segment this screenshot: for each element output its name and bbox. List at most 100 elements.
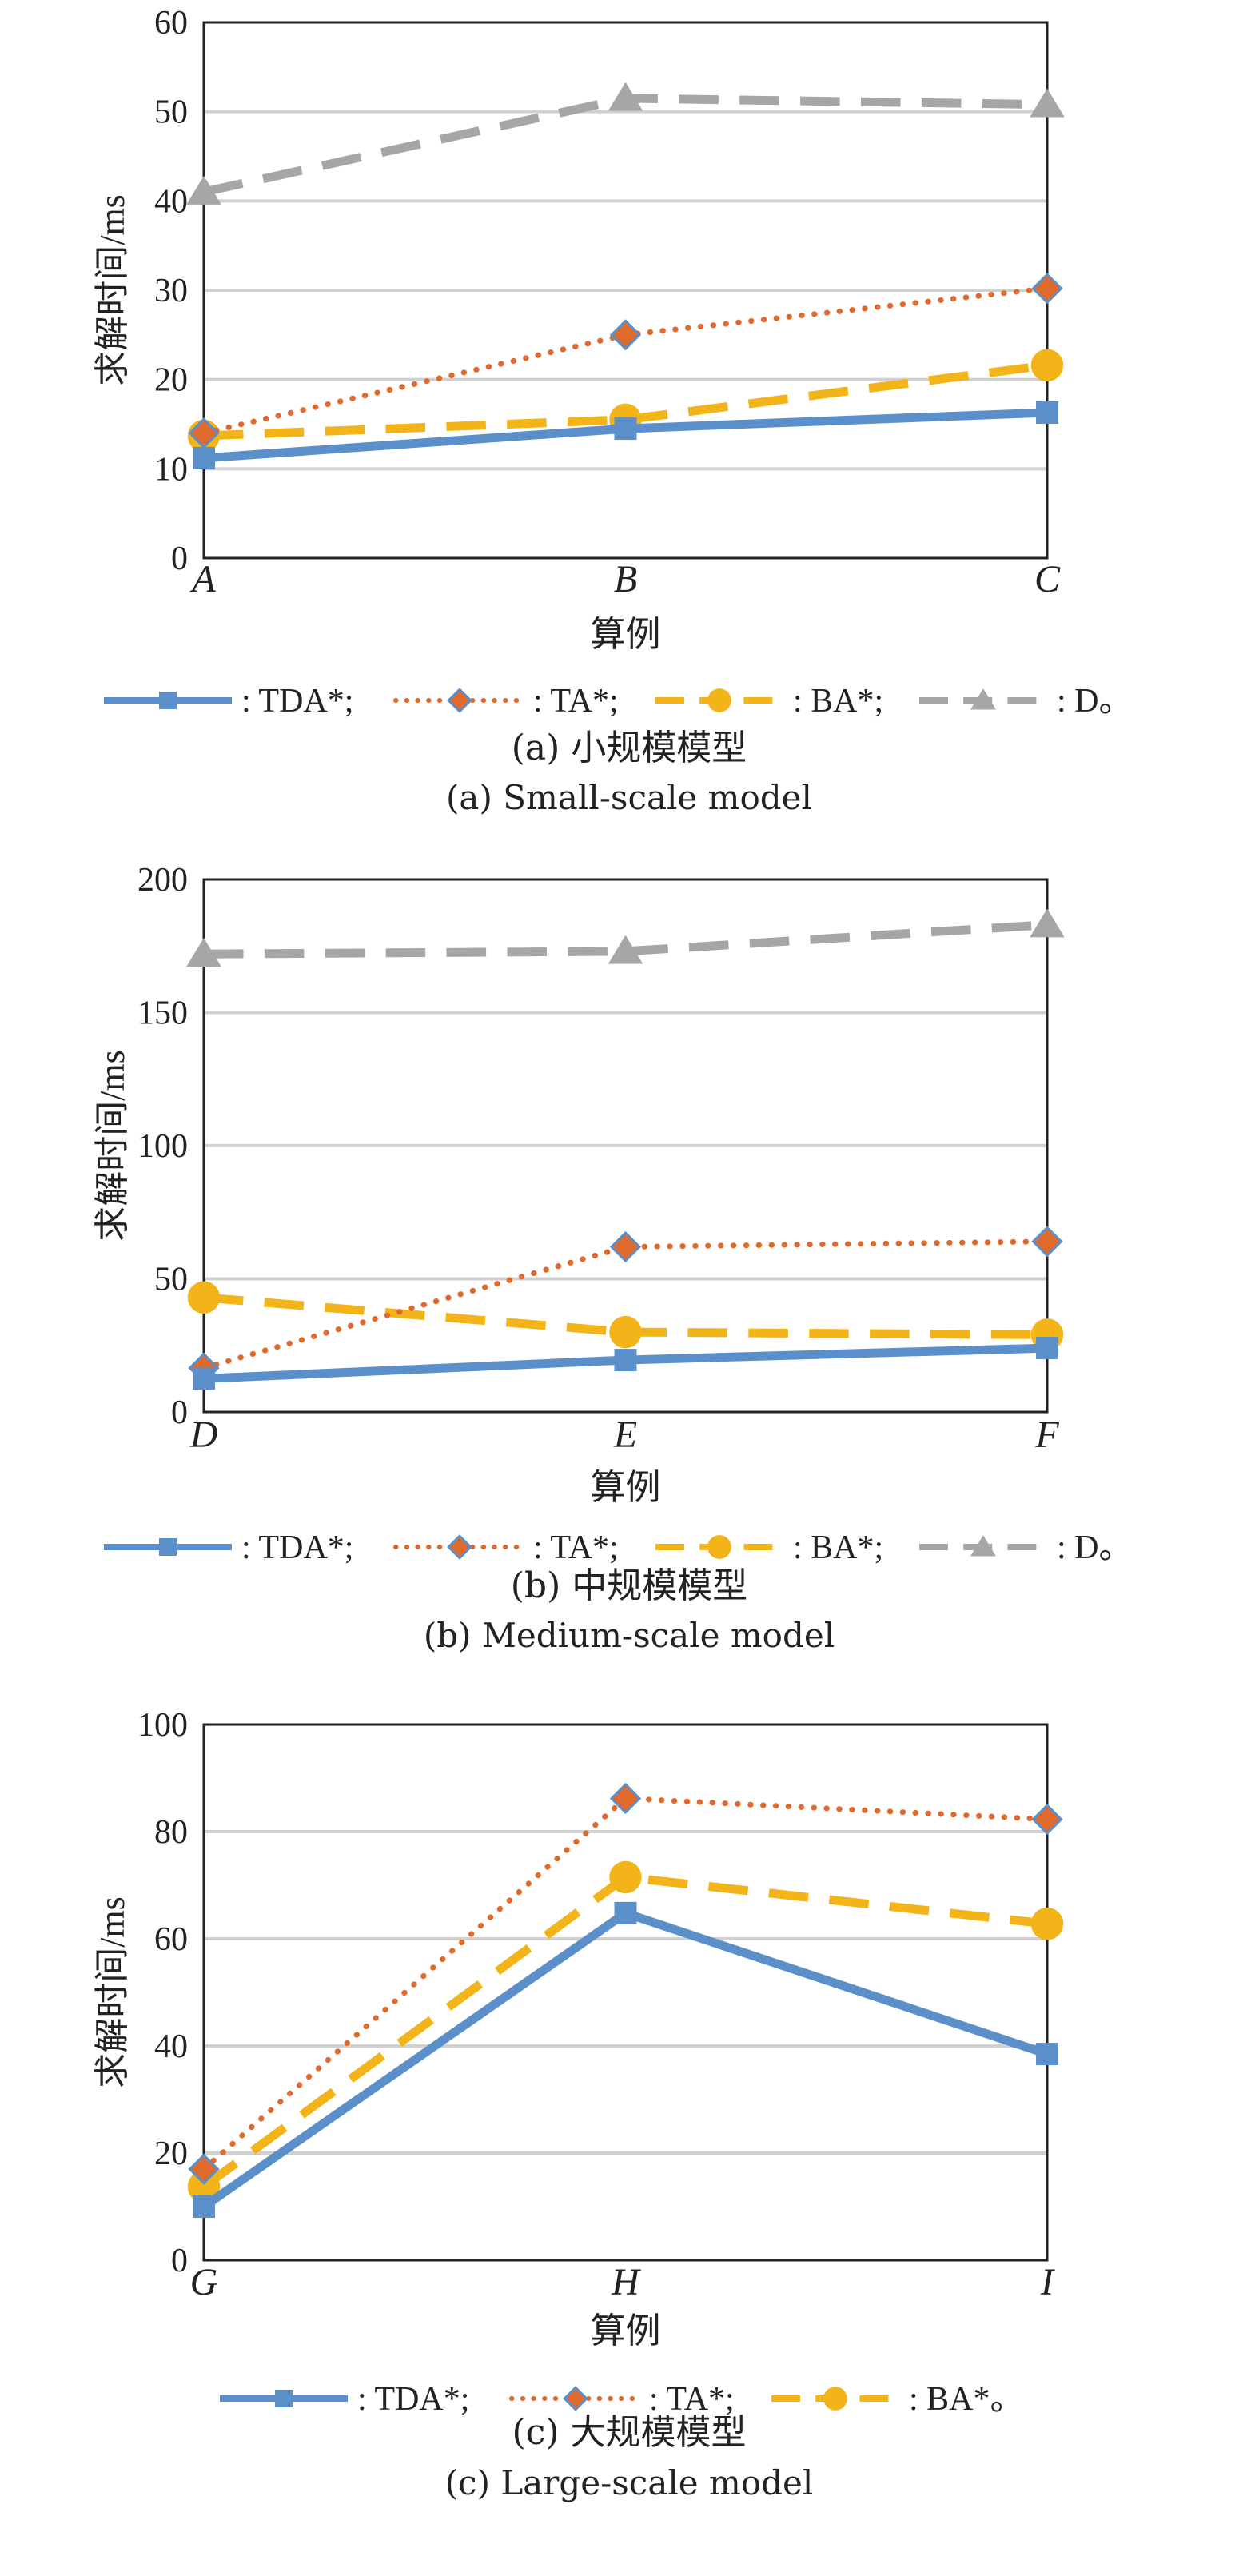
y-tick-label: 0 xyxy=(171,1394,188,1431)
x-tick-label: A xyxy=(189,558,216,600)
y-tick-label: 30 xyxy=(154,273,188,309)
data-point xyxy=(609,1315,642,1349)
y-tick-label: 0 xyxy=(171,2243,188,2279)
y-tick-label: 80 xyxy=(154,1814,188,1851)
data-point xyxy=(609,319,642,351)
legend: : TDA*;: TA*;: BA*。 xyxy=(220,2381,1024,2418)
series-line xyxy=(203,361,1048,441)
legend-label: : TA*; xyxy=(533,683,619,720)
caption-en: (c) Large-scale model xyxy=(445,2463,814,2502)
y-axis-label: 求解时间/ms xyxy=(93,1050,132,1242)
y-tick-label: 50 xyxy=(154,94,188,131)
data-point xyxy=(188,2153,220,2185)
data-point xyxy=(1030,88,1065,118)
x-tick-label: D xyxy=(189,1414,218,1456)
data-point xyxy=(614,1901,637,1924)
data-point xyxy=(1031,1226,1063,1258)
y-tick-label: 100 xyxy=(137,1707,188,1744)
data-point xyxy=(614,417,637,441)
legend-label: : TA*; xyxy=(533,1529,619,1566)
legend-label: : D。 xyxy=(1057,683,1133,720)
plot-frame xyxy=(202,1723,1049,2262)
y-tick-label: 20 xyxy=(154,362,188,399)
data-point xyxy=(187,2170,221,2203)
x-tick-label: F xyxy=(1034,1414,1059,1456)
data-point xyxy=(187,1281,221,1314)
legend-marker xyxy=(447,1534,472,1560)
legend-label: : BA*; xyxy=(793,1529,883,1566)
series-tda-star xyxy=(193,1901,1058,2218)
data-point xyxy=(1036,401,1058,424)
caption-en: (b) Medium-scale model xyxy=(424,1616,835,1655)
series-tda-star xyxy=(193,1337,1058,1390)
data-point xyxy=(609,1230,642,1263)
chart-panel-b: 0 50 100 150 200 求解时间/ms D E F 算例: TDA*;: TA*;: B… xyxy=(93,862,1133,1655)
legend-label: : TDA*; xyxy=(241,683,353,720)
series-tda-star xyxy=(193,401,1058,469)
series-ba-star xyxy=(187,1860,1064,2203)
y-tick-label: 60 xyxy=(154,1921,188,1958)
data-point xyxy=(609,1860,642,1894)
legend-label: : BA*; xyxy=(793,683,883,720)
legend-label: : TDA*; xyxy=(241,1529,353,1566)
x-tick-label: C xyxy=(1034,558,1061,600)
legend-marker xyxy=(159,692,177,709)
y-tick-label: 200 xyxy=(137,862,188,899)
y-axis-label: 求解时间/ms xyxy=(93,1896,132,2088)
caption-cn: (b) 中规模模型 xyxy=(511,1565,747,1606)
series-line xyxy=(203,1293,1048,1339)
y-axis-label: 求解时间/ms xyxy=(93,194,132,386)
caption-en: (a) Small-scale model xyxy=(446,778,812,817)
data-point xyxy=(186,937,221,967)
series-line xyxy=(203,920,1048,959)
data-point xyxy=(1036,1337,1058,1360)
y-tick-label: 20 xyxy=(154,2135,188,2172)
legend-marker xyxy=(823,2387,847,2411)
y-tick-label: 50 xyxy=(154,1262,188,1298)
y-tick-label: 150 xyxy=(137,995,188,1032)
plot-frame xyxy=(202,878,1049,1414)
series-ta-star xyxy=(188,1782,1063,2185)
x-tick-label: H xyxy=(611,2261,641,2303)
x-axis-label: 算例 xyxy=(591,2311,661,2351)
x-tick-label: B xyxy=(614,558,637,600)
data-point xyxy=(609,1782,642,1815)
x-tick-label: I xyxy=(1040,2261,1055,2303)
data-point xyxy=(193,2195,215,2218)
data-point xyxy=(1036,2043,1058,2066)
series-d xyxy=(186,908,1065,967)
legend-marker xyxy=(970,1535,996,1557)
x-tick-label: G xyxy=(190,2261,218,2303)
data-point xyxy=(608,935,643,964)
caption-cn: (c) 大规模模型 xyxy=(512,2412,747,2453)
data-point xyxy=(1031,1803,1063,1836)
data-point xyxy=(193,1367,215,1390)
legend-marker xyxy=(707,1535,731,1559)
caption-cn: (a) 小规模模型 xyxy=(512,728,747,768)
legend-marker xyxy=(275,2390,293,2407)
data-point xyxy=(186,175,221,205)
y-tick-label: 40 xyxy=(154,183,188,220)
legend-marker xyxy=(447,688,472,713)
legend-label: : D。 xyxy=(1057,1529,1133,1566)
x-axis-label: 算例 xyxy=(591,1468,661,1507)
legend-marker xyxy=(970,688,996,710)
x-tick-label: E xyxy=(613,1414,637,1456)
series-ba-star xyxy=(187,1281,1064,1351)
legend: : TDA*; : TA*; : BA*; : D。 xyxy=(104,683,1133,720)
series-d xyxy=(186,82,1065,205)
data-point xyxy=(608,82,643,111)
data-point xyxy=(614,1349,637,1372)
y-tick-label: 60 xyxy=(154,5,188,42)
data-point xyxy=(1030,908,1065,938)
legend-marker xyxy=(159,1538,177,1556)
y-tick-label: 10 xyxy=(154,451,188,488)
legend-marker xyxy=(707,688,731,712)
data-point xyxy=(1031,273,1063,305)
series-ta-star xyxy=(188,273,1063,449)
data-point xyxy=(1030,349,1064,382)
legend-label: : TDA*; xyxy=(357,2381,469,2418)
y-tick-label: 40 xyxy=(154,2028,188,2065)
